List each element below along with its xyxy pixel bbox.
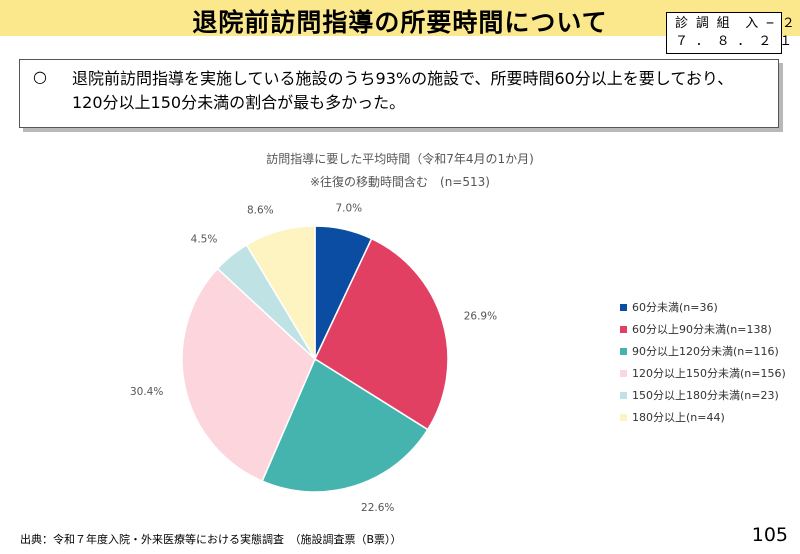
legend-swatch xyxy=(620,325,627,333)
summary-text: 退院前訪問指導を実施している施設のうち93%の施設で、所要時間60分以上を要して… xyxy=(72,67,772,115)
legend-item: 150分以上180分未満(n=23) xyxy=(620,384,786,406)
slice-data-label: 22.6% xyxy=(361,502,394,514)
legend-swatch xyxy=(620,391,627,399)
legend-label: 60分未満(n=36) xyxy=(632,301,718,314)
chart-legend: 60分未満(n=36) 60分以上90分未満(n=138) 90分以上120分未満(… xyxy=(620,296,786,428)
slice-data-label: 30.4% xyxy=(130,386,163,398)
slice-data-label: 26.9% xyxy=(464,310,497,322)
page-title: 退院前訪問指導の所要時間について xyxy=(192,8,608,37)
chart-title: 訪問指導に要した平均時間（令和7年4月の1か月) xyxy=(266,152,534,166)
pie-slice xyxy=(181,267,316,483)
document-id-box: 診 調 組 入 − ２ ７ ． ８ ． ２ １ xyxy=(666,12,795,54)
legend-label: 120分以上150分未満(n=156) xyxy=(632,367,786,380)
source-note: 出典：令和７年度入院・外来医療等における実態調査 （施設調査票（B票）） xyxy=(20,533,402,546)
legend-label: 180分以上(n=44) xyxy=(632,411,725,424)
legend-label: 90分以上120分未満(n=116) xyxy=(632,345,779,358)
legend-item: 90分以上120分未満(n=116) xyxy=(620,340,786,362)
legend-label: 60分以上90分未満(n=138) xyxy=(632,323,772,336)
legend-swatch xyxy=(620,303,627,311)
pie-slice xyxy=(314,237,449,431)
legend-item: 60分未満(n=36) xyxy=(620,296,786,318)
legend-swatch xyxy=(620,413,627,421)
legend-item: 180分以上(n=44) xyxy=(620,406,786,428)
pie-slice xyxy=(245,225,316,362)
slice-data-label: 7.0% xyxy=(335,203,362,215)
page-number: 105 xyxy=(751,524,788,546)
legend-label: 150分以上180分未満(n=23) xyxy=(632,389,779,402)
legend-item: 60分以上90分未満(n=138) xyxy=(620,318,786,340)
slice-data-label: 8.6% xyxy=(247,205,274,217)
legend-item: 120分以上150分未満(n=156) xyxy=(620,362,786,384)
summary-line-2: 120分以上150分未満の割合が最も多かった。 xyxy=(72,93,406,112)
summary-box: ○ 退院前訪問指導を実施している施設のうち93%の施設で、所要時間60分以上を要… xyxy=(19,59,779,128)
legend-swatch xyxy=(620,369,627,377)
slice-data-label: 4.5% xyxy=(191,234,218,246)
pie-slice xyxy=(261,357,429,493)
legend-swatch xyxy=(620,347,627,355)
summary-bullet: ○ xyxy=(33,67,47,86)
chart-subtitle: ※往復の移動時間含む (n=513) xyxy=(310,175,490,189)
summary-line-1: 退院前訪問指導を実施している施設のうち93%の施設で、所要時間60分以上を要して… xyxy=(72,69,734,88)
